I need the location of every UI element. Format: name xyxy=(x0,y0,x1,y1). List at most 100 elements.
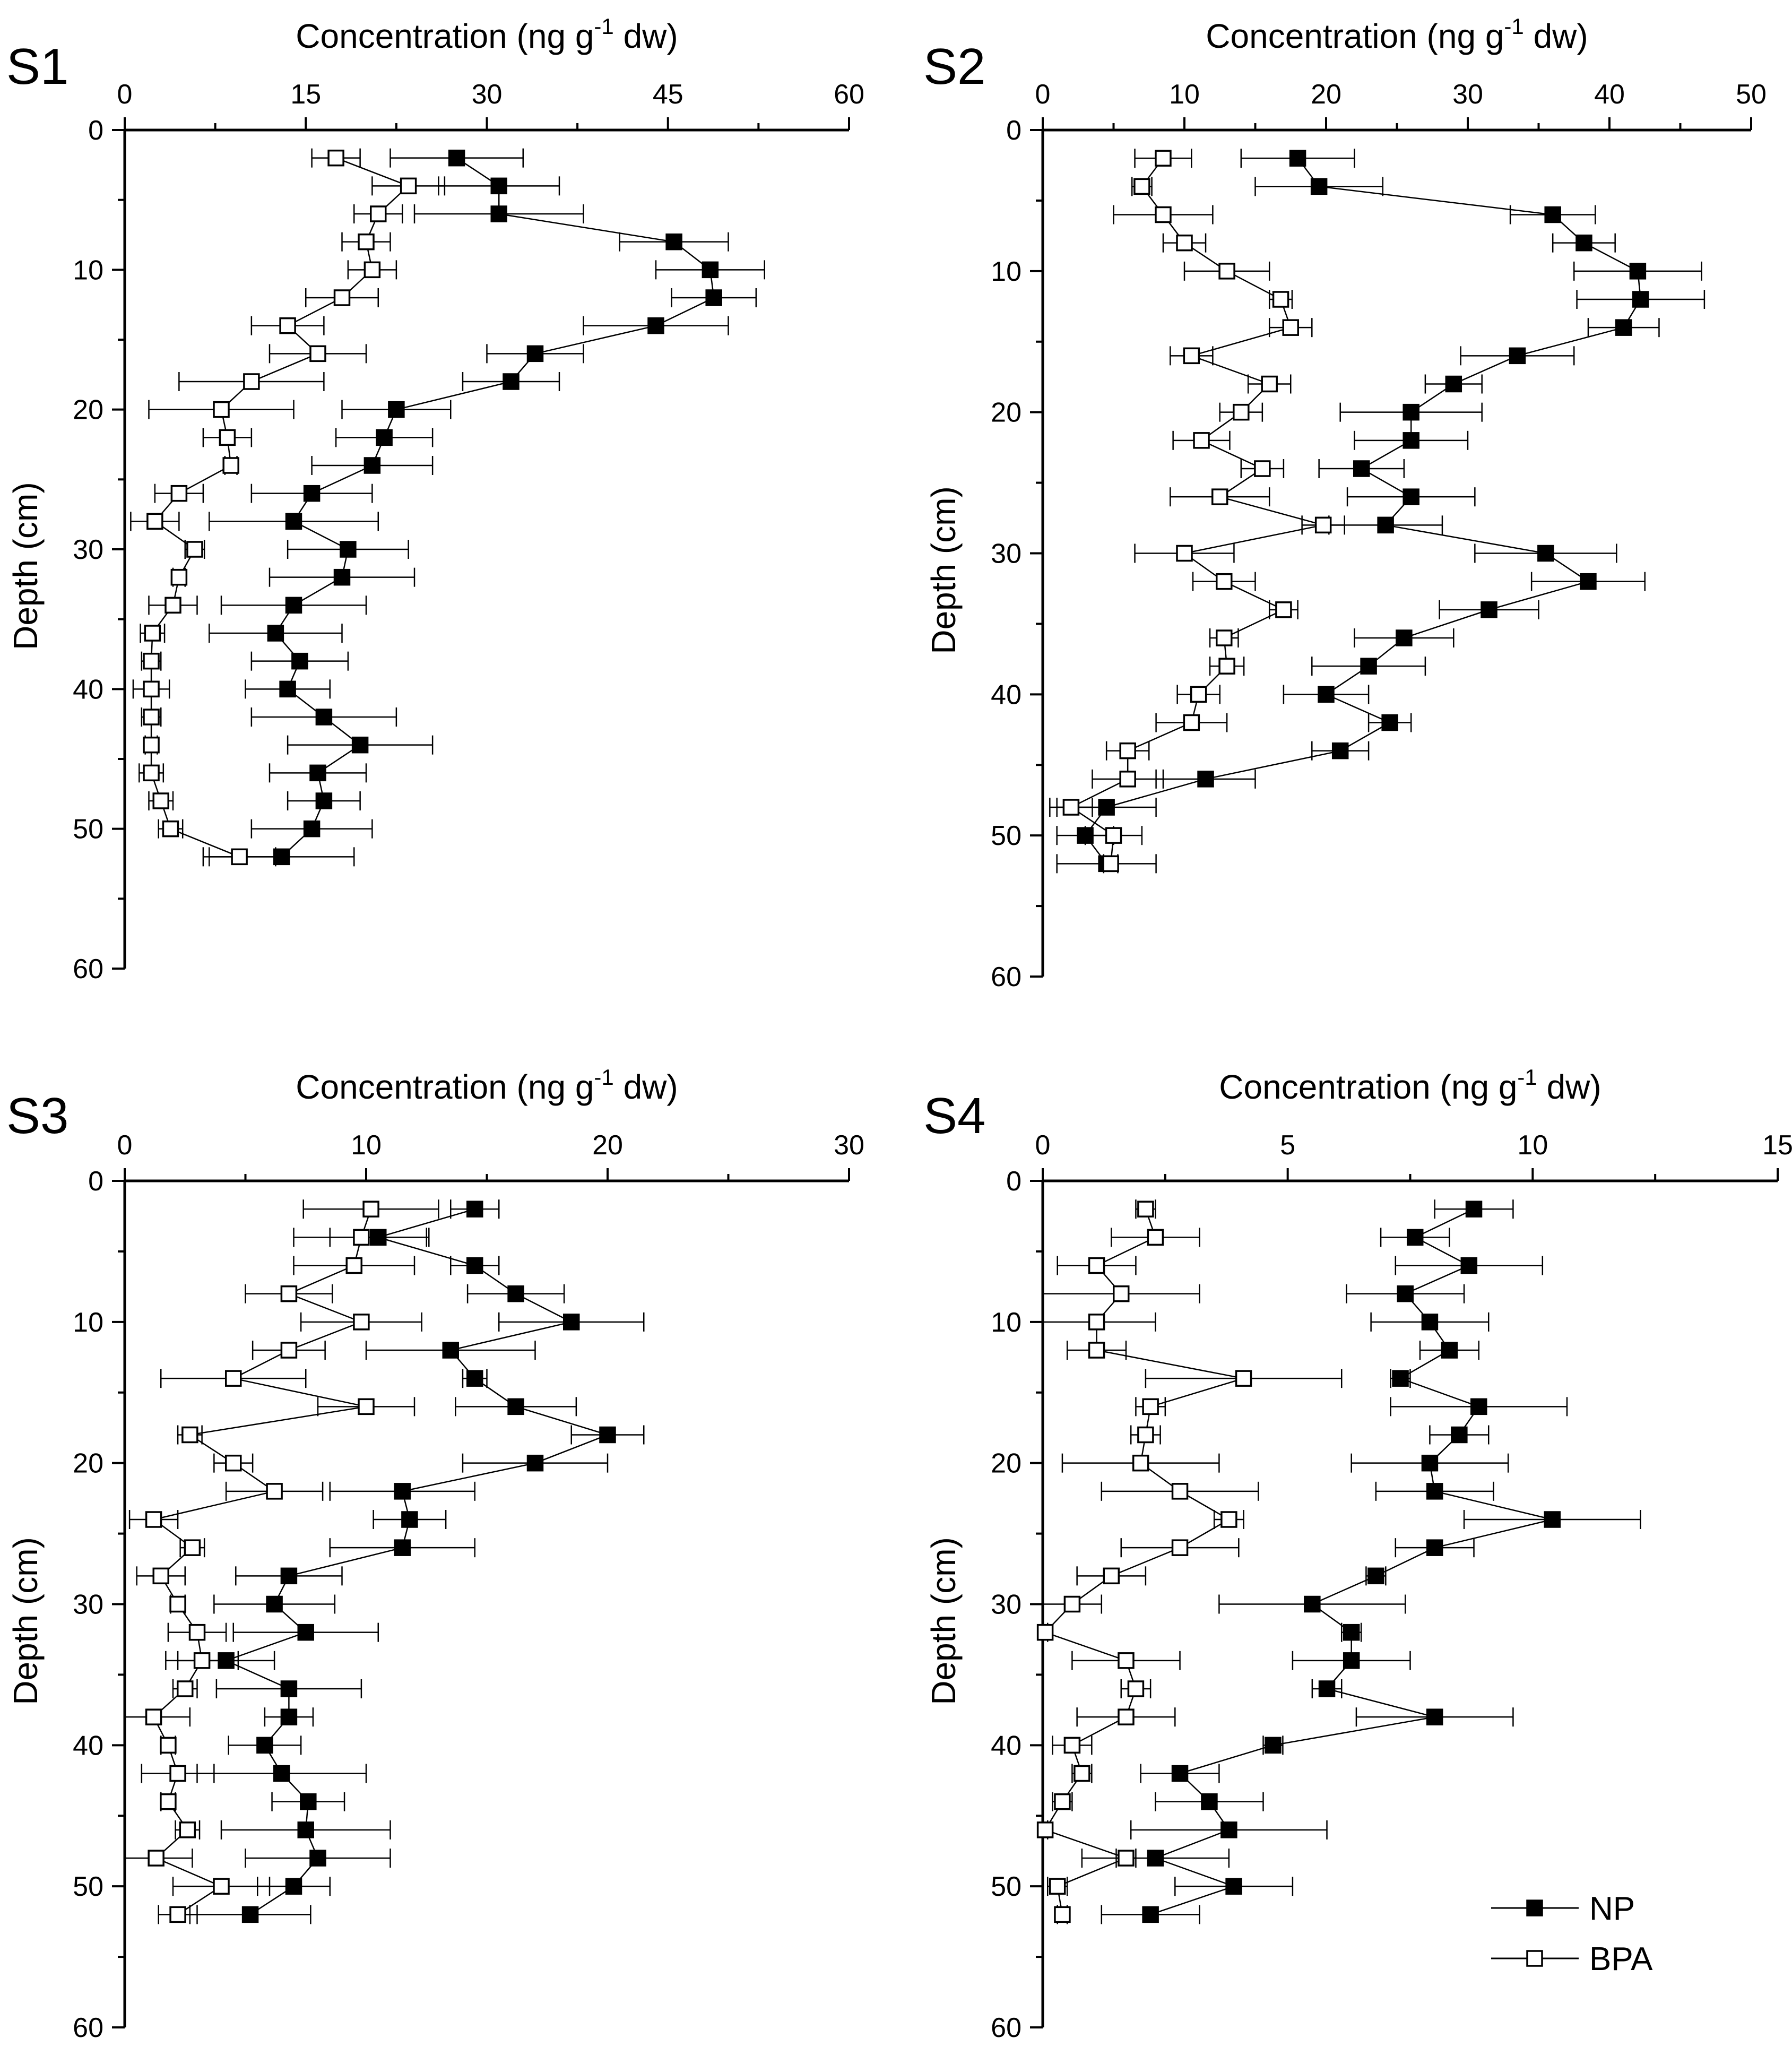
data-point-np xyxy=(300,1793,317,1810)
legend-item-bpa: BPA xyxy=(1491,1941,1653,1978)
series-line xyxy=(1069,158,1323,864)
data-point-bpa xyxy=(1218,263,1235,280)
data-point-bpa xyxy=(160,1793,177,1810)
data-point-np xyxy=(1537,545,1554,562)
data-point-np xyxy=(490,205,507,222)
data-point-bpa xyxy=(1036,1821,1054,1838)
data-point-bpa xyxy=(1155,206,1172,223)
x-tick-label: 40 xyxy=(1594,79,1625,110)
data-point-np xyxy=(1481,601,1497,618)
data-point-bpa xyxy=(225,1370,242,1387)
data-point-np xyxy=(297,1821,314,1838)
series-bpa xyxy=(1049,149,1345,874)
panel-4: S4 Concentration (ng g-1 dw) Depth (cm) 0 5 1… xyxy=(923,1065,1792,2043)
data-point-np xyxy=(490,177,507,195)
data-point-bpa xyxy=(1127,1680,1145,1697)
y-tick-label: 20 xyxy=(73,395,103,426)
data-point-np xyxy=(507,1398,524,1415)
data-point-np xyxy=(1632,291,1649,308)
data-point-bpa xyxy=(353,1229,370,1246)
data-point-np xyxy=(309,1850,326,1867)
data-point-bpa xyxy=(1220,1511,1237,1528)
data-point-bpa xyxy=(1118,1708,1135,1725)
data-point-np xyxy=(1289,150,1306,167)
data-point-np xyxy=(1343,1652,1360,1669)
data-point-np xyxy=(1421,1454,1439,1472)
data-point-np xyxy=(241,1906,259,1923)
y-tick-label: 30 xyxy=(991,539,1021,569)
data-point-bpa xyxy=(184,1539,201,1556)
legend-marker xyxy=(1526,1899,1543,1916)
data-point-bpa xyxy=(222,457,239,474)
data-point-np xyxy=(303,820,321,837)
data-point-bpa xyxy=(1105,827,1122,844)
y-tick-label: 10 xyxy=(73,255,103,286)
data-point-bpa xyxy=(1233,403,1250,421)
data-point-np xyxy=(388,401,405,418)
data-point-bpa xyxy=(1261,375,1278,393)
data-point-np xyxy=(1544,206,1561,223)
data-point-np xyxy=(279,680,296,698)
data-point-np xyxy=(1575,234,1592,252)
y-tick-label: 10 xyxy=(991,1307,1021,1338)
data-point-np xyxy=(273,848,290,866)
data-point-bpa xyxy=(1074,1765,1090,1782)
data-point-bpa xyxy=(358,1398,375,1415)
data-point-bpa xyxy=(1272,291,1289,308)
data-point-np xyxy=(1441,1342,1458,1359)
data-point-np xyxy=(1392,1370,1409,1387)
legend-item-np: NP xyxy=(1491,1890,1635,1927)
data-point-np xyxy=(702,261,719,279)
data-point-bpa xyxy=(188,1624,206,1641)
panel-label: S2 xyxy=(923,38,985,95)
x-tick-label: 20 xyxy=(1311,79,1341,110)
data-point-bpa xyxy=(1254,460,1271,477)
x-tick-label: 15 xyxy=(290,79,321,110)
data-point-bpa xyxy=(1190,686,1207,703)
data-point-np xyxy=(394,1539,411,1556)
data-point-bpa xyxy=(1088,1257,1105,1274)
data-point-bpa xyxy=(1282,319,1299,336)
data-point-bpa xyxy=(1171,1539,1189,1556)
data-point-bpa xyxy=(169,1595,186,1613)
data-point-np xyxy=(285,597,302,614)
data-point-np xyxy=(340,541,357,558)
data-point-bpa xyxy=(148,1850,165,1867)
data-point-np xyxy=(1580,573,1597,590)
data-point-np xyxy=(1353,460,1370,477)
data-point-np xyxy=(1451,1426,1468,1444)
data-point-bpa xyxy=(1062,799,1080,816)
data-point-np xyxy=(280,1708,298,1725)
data-point-bpa xyxy=(280,1285,298,1302)
data-point-np xyxy=(1171,1765,1189,1782)
legend: NP BPA xyxy=(1491,1890,1653,1978)
series-np xyxy=(209,148,765,867)
y-axis-title: Depth (cm) xyxy=(6,482,45,650)
data-point-np xyxy=(442,1342,459,1359)
data-point-bpa xyxy=(1054,1793,1071,1810)
data-point-bpa xyxy=(165,597,181,614)
series-np xyxy=(1056,149,1706,874)
data-point-bpa xyxy=(193,1652,211,1669)
data-point-np xyxy=(665,233,682,251)
data-point-np xyxy=(705,289,722,306)
data-point-bpa xyxy=(1102,855,1119,873)
data-point-bpa xyxy=(1119,742,1136,759)
data-point-bpa xyxy=(1183,714,1200,731)
data-point-np xyxy=(1426,1708,1443,1725)
data-point-bpa xyxy=(1176,545,1193,562)
data-point-np xyxy=(1629,263,1647,280)
data-point-bpa xyxy=(1049,1878,1066,1895)
data-point-bpa xyxy=(1183,347,1200,365)
data-point-np xyxy=(1220,1821,1237,1838)
data-point-bpa xyxy=(1103,1567,1120,1585)
legend-label: NP xyxy=(1589,1890,1635,1927)
data-point-bpa xyxy=(1211,488,1228,505)
data-point-np xyxy=(466,1257,483,1274)
series-line xyxy=(224,1208,610,1915)
data-point-bpa xyxy=(1118,1652,1135,1669)
y-tick-label: 30 xyxy=(73,534,103,565)
data-point-bpa xyxy=(169,1906,186,1923)
data-point-np xyxy=(285,513,302,530)
data-point-np xyxy=(1197,771,1214,788)
